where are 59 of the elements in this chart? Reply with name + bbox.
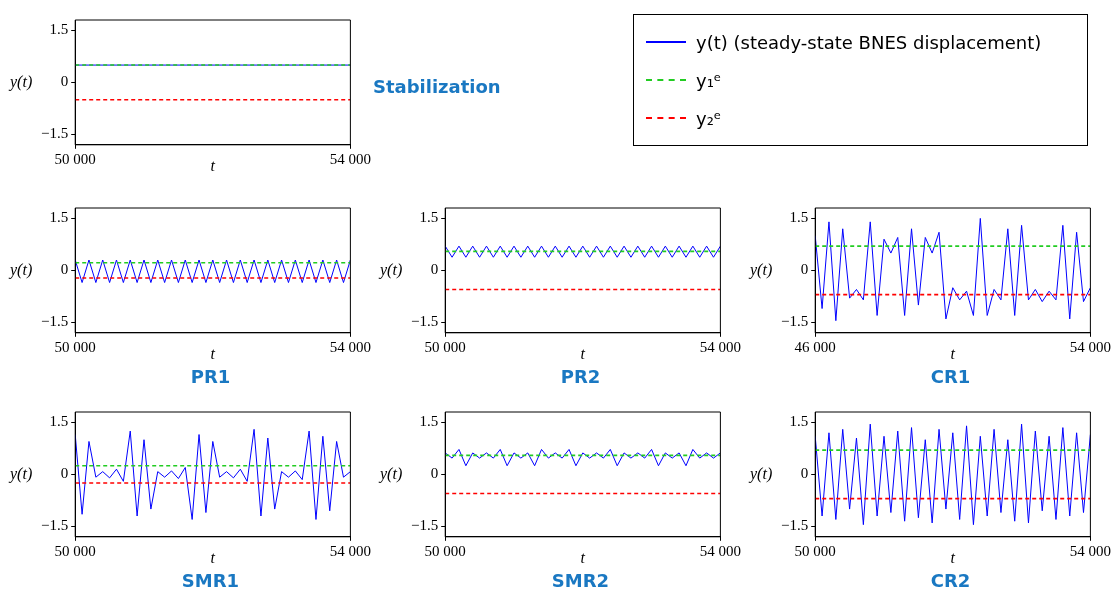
x-axis-title: t [580, 548, 586, 566]
x-axis-title: t [210, 344, 216, 362]
y-tick-label: −1.5 [780, 313, 809, 330]
y-tick-label: −1.5 [410, 313, 439, 330]
x-tick-label: 54 000 [329, 542, 371, 559]
y-tick-label: −1.5 [410, 517, 439, 534]
y-tick-label: 1.5 [789, 209, 809, 226]
legend-label: y₂ᵉ [696, 107, 722, 129]
text: PR1 [189, 366, 232, 387]
y-axis-title: y(t) [8, 464, 33, 483]
x-axis-title: t [950, 344, 956, 362]
text: SMR1 [180, 570, 241, 591]
x-tick-label: 50 000 [794, 542, 836, 559]
y-tick-label: 0 [430, 465, 439, 482]
y-tick-label: −1.5 [40, 517, 69, 534]
x-tick-label: 54 000 [1069, 338, 1111, 355]
x-tick-label: 54 000 [329, 338, 371, 355]
x-tick-label: 50 000 [54, 542, 96, 559]
x-tick-label: 46 000 [794, 338, 836, 355]
y-tick-label: −1.5 [40, 125, 69, 142]
y-tick-label: 0 [800, 261, 809, 278]
y-axis-title: y(t) [378, 260, 403, 279]
y-tick-label: 0 [430, 261, 439, 278]
x-axis-title: t [950, 548, 956, 566]
text: CR1 [929, 366, 972, 387]
x-axis-title: t [210, 548, 216, 566]
x-axis-title: t [210, 156, 216, 174]
legend-label: y₁ᵉ [696, 69, 722, 91]
y-tick-label: −1.5 [40, 313, 69, 330]
x-tick-label: 50 000 [424, 542, 466, 559]
x-axis-title: t [580, 344, 586, 362]
x-tick-label: 50 000 [54, 150, 96, 167]
text: CR2 [929, 570, 972, 591]
y-tick-label: 0 [60, 261, 69, 278]
x-tick-label: 50 000 [424, 338, 466, 355]
y-tick-label: 0 [60, 73, 69, 90]
x-tick-label: 54 000 [1069, 542, 1111, 559]
y-tick-label: 1.5 [789, 413, 809, 430]
x-tick-label: 54 000 [699, 338, 741, 355]
x-tick-label: 54 000 [329, 150, 371, 167]
y-tick-label: 0 [60, 465, 69, 482]
y-tick-label: 1.5 [49, 209, 69, 226]
y-tick-label: −1.5 [780, 517, 809, 534]
text: PR2 [559, 366, 602, 387]
legend-label: y(t) (steady-state BNES displacement) [696, 31, 1042, 53]
text: Stabilization [373, 76, 501, 97]
y-tick-label: 1.5 [419, 413, 439, 430]
text: SMR2 [550, 570, 611, 591]
y-tick-label: 1.5 [49, 413, 69, 430]
y-axis-title: y(t) [748, 464, 773, 483]
y-tick-label: 1.5 [419, 209, 439, 226]
y-tick-label: 1.5 [49, 21, 69, 38]
y-axis-title: y(t) [8, 72, 33, 91]
x-tick-label: 54 000 [699, 542, 741, 559]
y-tick-label: 0 [800, 465, 809, 482]
y-axis-title: y(t) [378, 464, 403, 483]
x-tick-label: 50 000 [54, 338, 96, 355]
y-axis-title: y(t) [748, 260, 773, 279]
y-axis-title: y(t) [8, 260, 33, 279]
